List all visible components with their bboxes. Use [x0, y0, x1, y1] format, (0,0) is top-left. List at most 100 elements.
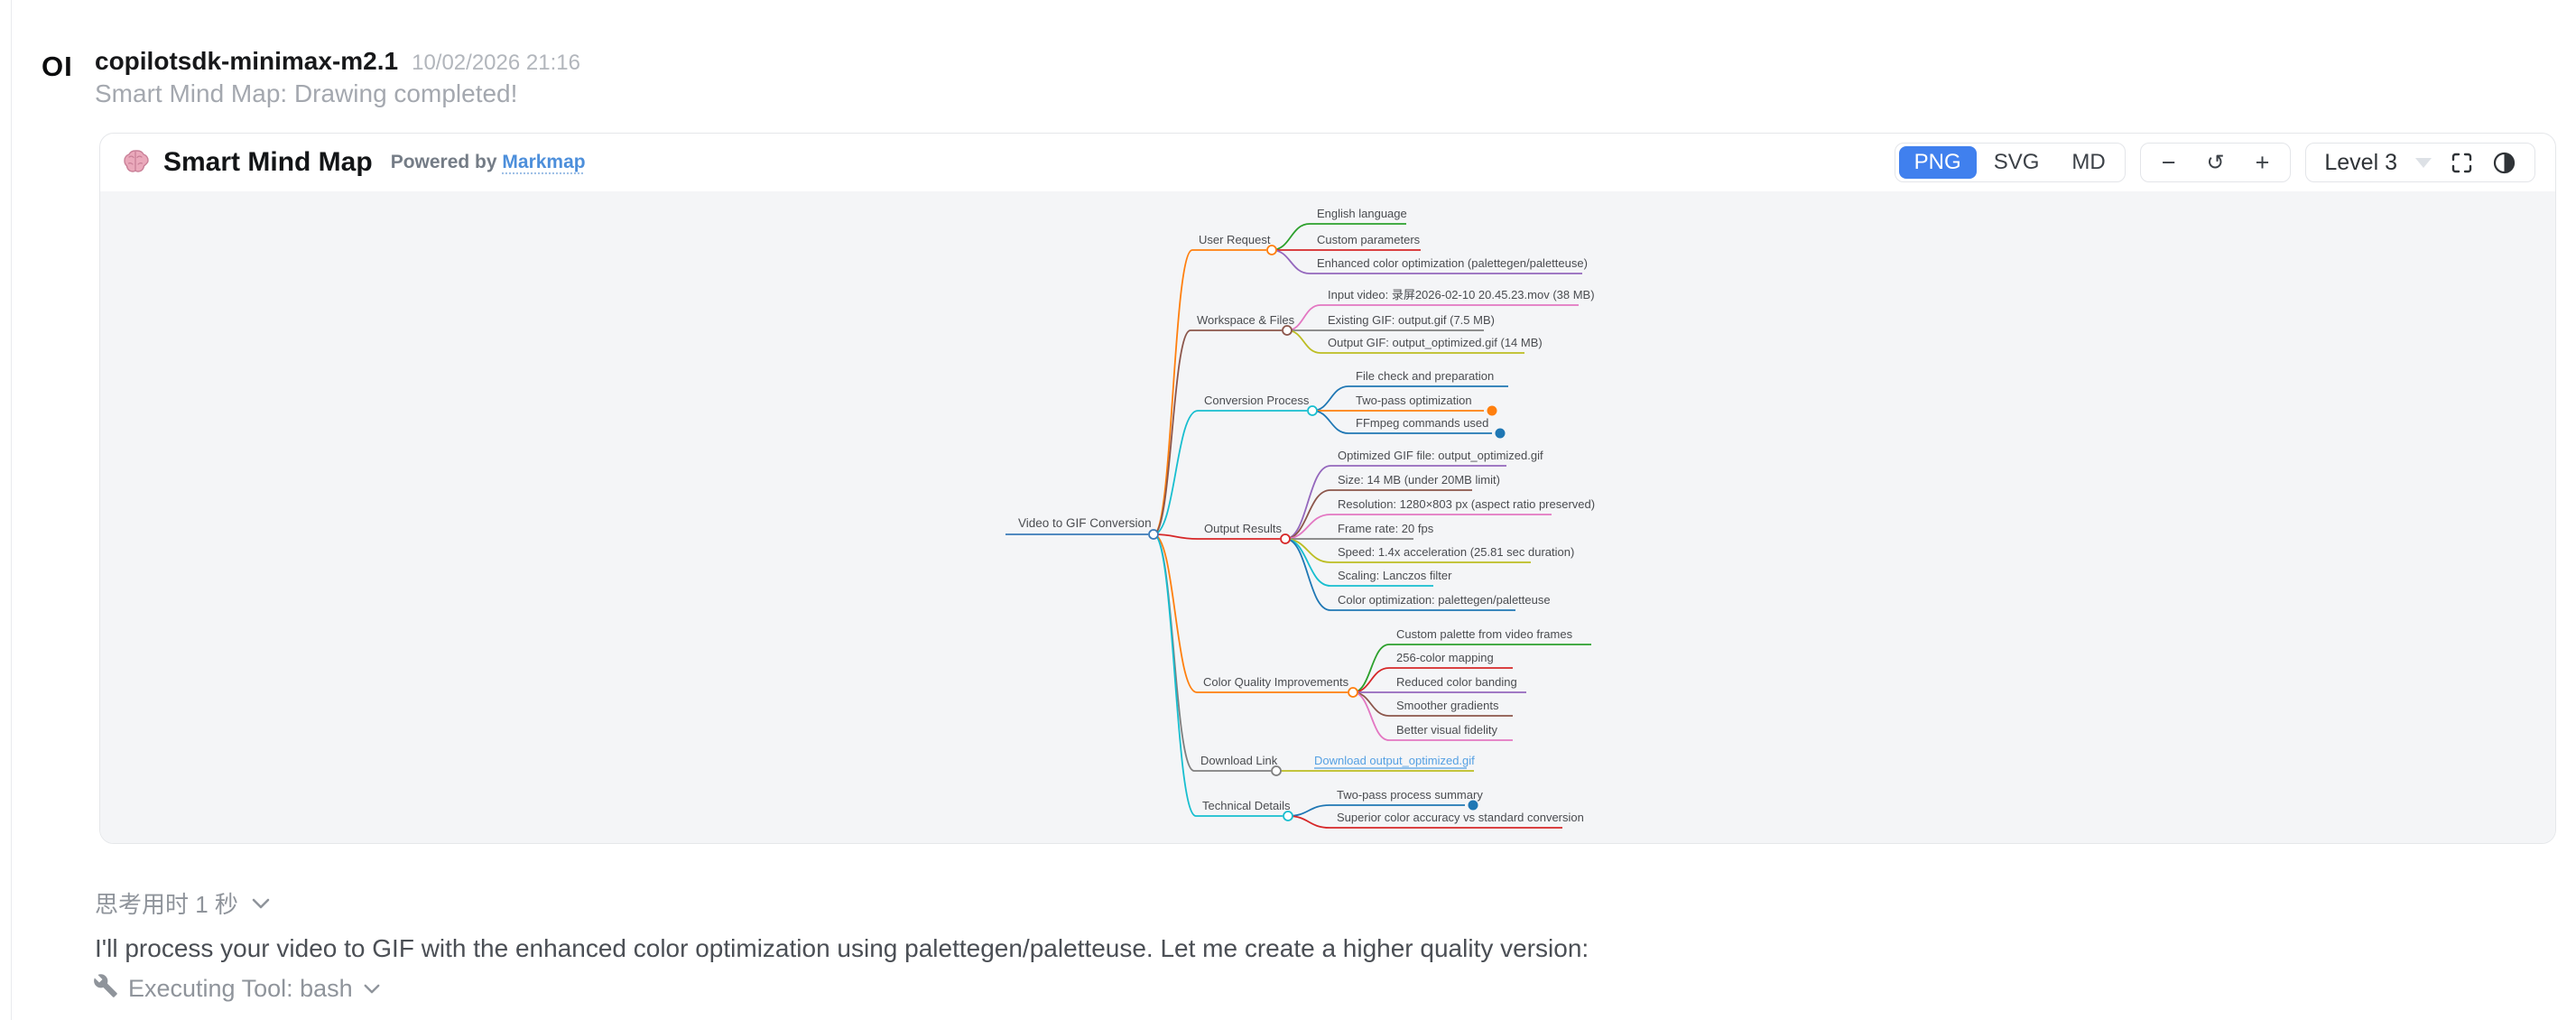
mindmap-download-link[interactable]: Download output_optimized.gif — [1314, 754, 1475, 767]
mindmap-leaf-label: Existing GIF: output.gif (7.5 MB) — [1328, 313, 1495, 327]
mindmap-link — [1284, 514, 1331, 540]
mindmap-link — [1153, 533, 1195, 772]
export-svg-button[interactable]: SVG — [1978, 146, 2055, 179]
header-controls: PNG SVG MD − ↺ + Level 3 — [1894, 143, 2535, 182]
mindmap-link — [1287, 815, 1330, 829]
mindmap-card: Smart Mind Map Powered by Markmap PNG SVG… — [99, 133, 2556, 844]
fullscreen-icon[interactable] — [2450, 151, 2474, 175]
markmap-link[interactable]: Markmap — [502, 152, 586, 172]
chevron-down-icon — [363, 983, 381, 995]
mindmap-branch-label: Technical Details — [1202, 799, 1291, 812]
level-selector[interactable]: Level 3 — [2324, 149, 2397, 175]
powered-by: Powered by Markmap — [390, 152, 586, 172]
mindmap-branch-label: Output Results — [1204, 522, 1282, 535]
mindmap-leaf-label: FFmpeg commands used — [1356, 416, 1488, 430]
mindmap-leaf-label: Smoother gradients — [1396, 699, 1499, 712]
mindmap-link — [1311, 385, 1349, 412]
mindmap-leaf-label: Better visual fidelity — [1396, 723, 1497, 737]
mindmap-link — [1352, 691, 1390, 741]
mindmap-node-circle[interactable] — [1348, 687, 1358, 698]
mindmap-leaf-label: Custom parameters — [1317, 233, 1421, 246]
mindmap-link — [1286, 329, 1321, 354]
mindmap-link — [1271, 223, 1311, 251]
mindmap-branch-label: Workspace & Files — [1197, 313, 1295, 327]
message-header: copilotsdk-minimax-m2.1 10/02/2026 21:16 — [95, 47, 580, 76]
username: copilotsdk-minimax-m2.1 — [95, 47, 399, 75]
mindmap-node-circle[interactable] — [1266, 245, 1277, 255]
mindmap-link — [1153, 410, 1199, 535]
mindmap-node-circle[interactable] — [1307, 405, 1318, 416]
mindmap-branch-label: Color Quality Improvements — [1203, 675, 1349, 689]
mindmap-node-circle[interactable] — [1282, 325, 1293, 336]
thinking-toggle[interactable]: 思考用时 1 秒 — [95, 886, 271, 920]
mindmap-leaf-label: Enhanced color optimization (palettegen/… — [1317, 256, 1588, 270]
panel-left-divider — [11, 0, 12, 1020]
mindmap-node-circle[interactable] — [1148, 529, 1159, 540]
mindmap-link — [1352, 691, 1390, 717]
mindmap-leaf-label: Resolution: 1280×803 px (aspect ratio pr… — [1338, 497, 1595, 511]
mindmap-link — [1284, 538, 1331, 611]
mindmap-link — [1153, 533, 1198, 693]
avatar: OI — [42, 51, 73, 82]
mindmap-link — [1153, 533, 1199, 540]
mindmap-node-circle[interactable] — [1271, 765, 1282, 776]
mindmap-leaf-label: Input video: 录屏2026-02-10 20.45.23.mov (… — [1328, 288, 1595, 301]
chevron-down-icon[interactable] — [2415, 157, 2432, 168]
status-text: Smart Mind Map: Drawing completed! — [95, 79, 518, 107]
zoom-out-button[interactable]: − — [2146, 144, 2191, 181]
zoom-control-group: − ↺ + — [2139, 143, 2292, 182]
mindmap-leaf-label: Optimized GIF file: output_optimized.gif — [1338, 449, 1543, 462]
mindmap-node-circle[interactable] — [1283, 811, 1293, 821]
assistant-reply-text: I'll process your video to GIF with the … — [95, 934, 1589, 962]
tool-execution-toggle[interactable]: Executing Tool: bash — [93, 973, 381, 1005]
contrast-icon[interactable] — [2492, 151, 2516, 175]
mindmap-branch-label: Download Link — [1200, 754, 1278, 767]
timestamp: 10/02/2026 21:16 — [412, 51, 580, 75]
export-md-button[interactable]: MD — [2056, 146, 2120, 179]
reset-view-button[interactable]: ↺ — [2191, 144, 2239, 181]
mindmap-leaf-label: Color optimization: palettegen/paletteus… — [1338, 593, 1551, 607]
level-control-group: Level 3 — [2305, 143, 2535, 182]
mindmap-link — [1153, 329, 1191, 535]
wrench-icon — [93, 973, 118, 1005]
mindmap-leaf-label: Reduced color banding — [1396, 675, 1517, 689]
mindmap-leaf-label: Size: 14 MB (under 20MB limit) — [1338, 473, 1500, 487]
mindmap-leaf-label: Custom palette from video frames — [1396, 627, 1573, 641]
mindmap-leaf-label: 256-color mapping — [1396, 651, 1494, 664]
mindmap-leaf-label: Speed: 1.4x acceleration (25.81 sec dura… — [1338, 545, 1574, 559]
export-format-group: PNG SVG MD — [1894, 143, 2126, 182]
tool-label: Executing Tool: bash — [128, 975, 353, 1002]
mindmap-leaf-label: Two-pass optimization — [1356, 394, 1472, 407]
mindmap-branch-label: Conversion Process — [1204, 394, 1310, 407]
mindmap-collapsed-dot[interactable] — [1468, 800, 1478, 811]
mindmap-link — [1284, 489, 1331, 540]
mindmap-leaf-label: Scaling: Lanczos filter — [1338, 569, 1452, 582]
zoom-in-button[interactable]: + — [2240, 144, 2285, 181]
brain-icon — [120, 146, 153, 179]
mindmap-node-circle[interactable] — [1280, 533, 1291, 544]
mindmap-link — [1271, 249, 1311, 274]
card-title: Smart Mind Map — [163, 147, 373, 177]
thinking-label: 思考用时 1 秒 — [95, 891, 238, 918]
mindmap-canvas[interactable]: English language Custom parameters Enhance… — [100, 191, 2555, 843]
mindmap-link — [1311, 410, 1349, 434]
mindmap-link — [1352, 667, 1390, 693]
mindmap-svg: English language Custom parameters Enhance… — [1005, 207, 1595, 829]
mindmap-leaf-label: Two-pass process summary — [1337, 788, 1483, 802]
mindmap-link — [1287, 804, 1330, 817]
mindmap-link — [1153, 533, 1197, 817]
mindmap-leaf-label: Output GIF: output_optimized.gif (14 MB) — [1328, 336, 1543, 349]
mindmap-collapsed-dot[interactable] — [1487, 405, 1497, 416]
mindmap-link — [1284, 465, 1331, 540]
mindmap-leaf-label: File check and preparation — [1356, 369, 1494, 383]
mindmap-leaf-label: Frame rate: 20 fps — [1338, 522, 1434, 535]
mindmap-branch-label: User Request — [1199, 233, 1271, 246]
mindmap-leaf-label: Superior color accuracy vs standard conv… — [1337, 811, 1584, 824]
export-png-button[interactable]: PNG — [1898, 146, 1977, 179]
mindmap-collapsed-dot[interactable] — [1495, 428, 1506, 439]
mindmap-leaf-label: English language — [1317, 207, 1407, 220]
mindmap-root-label: Video to GIF Conversion — [1018, 516, 1152, 530]
chevron-down-icon — [251, 897, 271, 910]
mindmap-link — [1153, 249, 1193, 535]
mindmap-card-header: Smart Mind Map Powered by Markmap PNG SVG… — [100, 134, 2555, 192]
